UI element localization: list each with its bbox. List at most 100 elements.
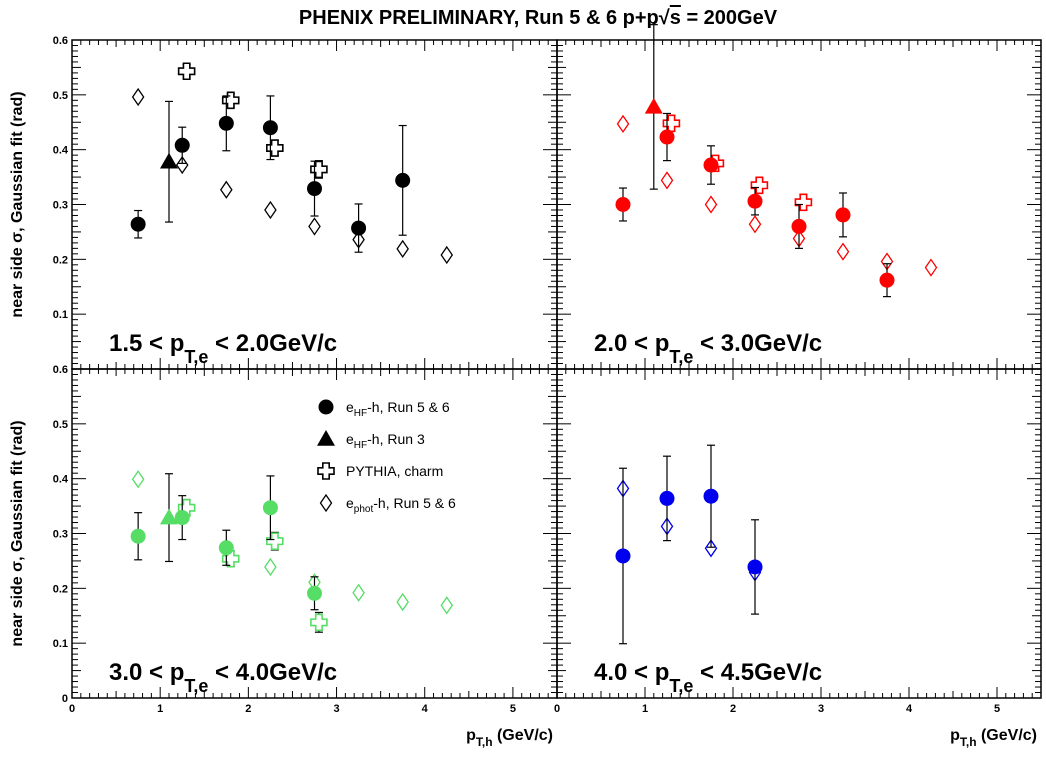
panel-data bbox=[615, 24, 938, 298]
y-axis-label: near side σ, Gaussian fit (rad) bbox=[9, 420, 26, 646]
ehf-run56-point bbox=[659, 490, 675, 506]
x-axis-label-sub: T,h bbox=[960, 735, 977, 749]
ehf-run56-point bbox=[218, 115, 234, 131]
ehf-run56-point bbox=[174, 510, 190, 526]
x-tick-label: 0 bbox=[554, 703, 560, 715]
pythia-point bbox=[221, 549, 240, 568]
x-axis-label: pT,h (GeV/c) bbox=[466, 727, 553, 749]
x-axis-label-main: p bbox=[950, 727, 960, 744]
legend-marker-triangle bbox=[317, 430, 335, 446]
pythia-point bbox=[310, 613, 328, 632]
y-tick-label: 0.1 bbox=[53, 638, 68, 650]
pythia-point bbox=[794, 193, 813, 212]
panel-label-post: < 3.0GeV/c bbox=[693, 330, 822, 357]
y-tick-label: 0.5 bbox=[53, 419, 68, 431]
ephot-point bbox=[704, 539, 718, 558]
panel-label: 2.0 < pT,e < 3.0GeV/c bbox=[594, 330, 822, 367]
legend-label-tail: -h, Run 5 & 6 bbox=[373, 495, 456, 511]
ephot-point bbox=[352, 583, 365, 602]
y-tick-label: 0.5 bbox=[53, 90, 68, 102]
pythia-point bbox=[750, 176, 769, 195]
ephot-point bbox=[131, 87, 145, 107]
y-tick-label: 0.1 bbox=[53, 309, 68, 321]
ephot-point bbox=[308, 217, 321, 236]
ehf-run56-point bbox=[351, 220, 367, 236]
legend-item: ephot-h, Run 5 & 6 bbox=[319, 493, 456, 515]
legend-label-sub: HF bbox=[354, 440, 367, 451]
panel-data bbox=[130, 62, 454, 265]
pythia-point bbox=[266, 139, 284, 157]
ehf-run3-point bbox=[160, 508, 178, 525]
ephot-point bbox=[396, 239, 409, 259]
panel-label-sub: T,e bbox=[669, 347, 693, 367]
legend-label-main: e bbox=[346, 495, 354, 511]
x-tick-label: 4 bbox=[422, 703, 429, 715]
y-tick-label: 0.6 bbox=[53, 35, 68, 47]
ephot-point bbox=[704, 195, 718, 214]
panel-label-sub: T,e bbox=[184, 347, 208, 367]
panel-label-sub: T,e bbox=[669, 676, 693, 696]
panel-label-post: < 4.5GeV/c bbox=[693, 659, 822, 686]
ehf-run56-point bbox=[615, 197, 631, 212]
x-axis-label: pT,h (GeV/c) bbox=[950, 727, 1037, 749]
panel-label: 3.0 < pT,e < 4.0GeV/c bbox=[109, 659, 337, 696]
x-axis-label-tail: (GeV/c) bbox=[977, 727, 1037, 744]
ehf-run56-point bbox=[659, 129, 675, 145]
ehf-run56-point bbox=[130, 528, 146, 544]
legend-label: eHF-h, Run 3 bbox=[346, 431, 425, 451]
x-axis-label-sub: T,h bbox=[476, 735, 493, 749]
panel-label-pre: 2.0 < p bbox=[594, 330, 669, 357]
panel-label-pre: 3.0 < p bbox=[109, 659, 184, 686]
ehf-run56-point bbox=[307, 585, 322, 601]
x-tick-label: 3 bbox=[818, 703, 824, 715]
ephot-point bbox=[131, 470, 145, 489]
ephot-point bbox=[264, 200, 277, 220]
pythia-point bbox=[662, 114, 681, 133]
panel-label-post: < 2.0GeV/c bbox=[208, 330, 337, 357]
ephot-point bbox=[264, 557, 277, 577]
legend-label-tail: -h, Run 3 bbox=[367, 431, 425, 447]
y-tick-label: 0.3 bbox=[53, 200, 68, 212]
legend-label: PYTHIA, charm bbox=[346, 463, 443, 479]
ehf-run56-point bbox=[262, 120, 278, 136]
legend-label-sub: HF bbox=[354, 408, 367, 419]
y-tick-label: 0.4 bbox=[53, 474, 69, 486]
x-axis-label-main: p bbox=[466, 727, 476, 744]
panel-label: 1.5 < pT,e < 2.0GeV/c bbox=[109, 330, 337, 367]
panel-label-pre: 1.5 < p bbox=[109, 330, 184, 357]
legend-label: eHF-h, Run 5 & 6 bbox=[346, 399, 450, 419]
panel-1: 0.1 0.2 0.3 0.4 0.5 0.6 near side σ, Gaussian … bbox=[9, 35, 558, 370]
ehf-run56-point bbox=[747, 193, 763, 209]
ehf-run56-point bbox=[307, 181, 322, 197]
legend-item: eHF-h, Run 3 bbox=[317, 430, 425, 451]
ephot-point bbox=[220, 180, 233, 199]
y-tick-label: 0.6 bbox=[53, 364, 68, 376]
y-tick-label: 0.2 bbox=[53, 254, 68, 266]
panel-2: 2.0 < pT,e < 3.0GeV/c bbox=[556, 24, 1042, 370]
x-axis-label-tail: (GeV/c) bbox=[493, 727, 553, 744]
legend-marker-cross bbox=[317, 462, 335, 480]
pythia-point bbox=[310, 160, 328, 179]
pythia-point bbox=[266, 532, 284, 550]
legend-label: ephot-h, Run 5 & 6 bbox=[346, 495, 456, 515]
legend-label-sub: phot bbox=[354, 504, 374, 515]
ephot-point bbox=[616, 114, 630, 134]
x-tick-label: 4 bbox=[906, 703, 913, 715]
ehf-run56-point bbox=[835, 207, 851, 223]
panel-label-pre: 4.0 < p bbox=[594, 659, 669, 686]
legend-label-main: e bbox=[346, 399, 354, 415]
legend-label-main: PYTHIA, charm bbox=[346, 463, 443, 479]
ephot-point bbox=[660, 171, 674, 190]
ehf-run56-point bbox=[747, 559, 763, 575]
x-tick-label: 3 bbox=[333, 703, 339, 715]
ephot-point bbox=[924, 258, 938, 277]
ephot-point bbox=[748, 215, 762, 234]
panel-label-sub: T,e bbox=[184, 676, 208, 696]
ephot-point bbox=[440, 245, 454, 265]
ehf-run3-point bbox=[644, 97, 663, 114]
panel-data bbox=[130, 470, 454, 633]
ephot-point bbox=[396, 592, 409, 612]
legend-item: eHF-h, Run 5 & 6 bbox=[318, 399, 450, 419]
y-axis-label: near side σ, Gaussian fit (rad) bbox=[9, 91, 26, 317]
